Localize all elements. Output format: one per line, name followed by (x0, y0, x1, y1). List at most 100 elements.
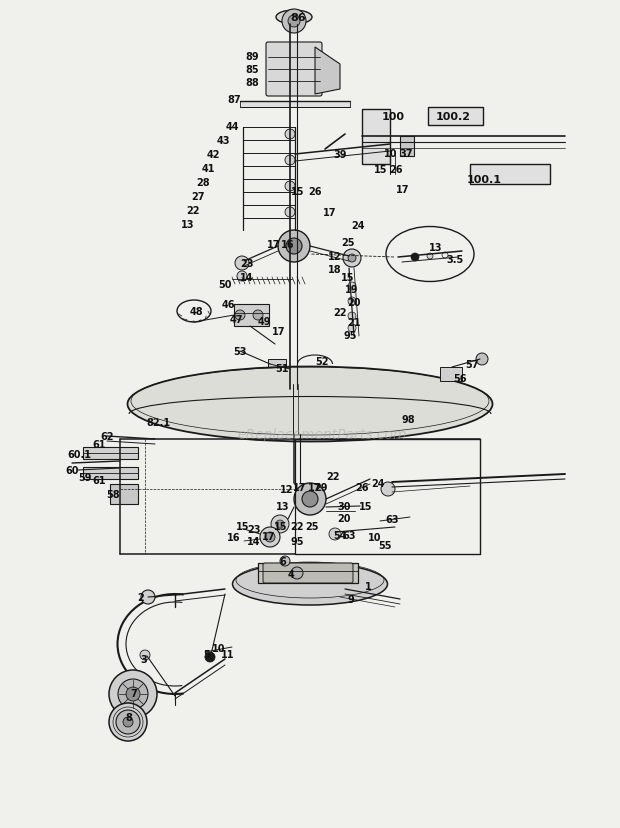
Circle shape (116, 710, 140, 734)
Text: 17: 17 (262, 532, 276, 542)
Text: 29: 29 (314, 483, 328, 493)
Circle shape (294, 484, 326, 515)
Text: 59: 59 (78, 473, 92, 483)
Text: 10: 10 (368, 532, 382, 542)
Text: 44: 44 (225, 122, 239, 132)
Text: 10: 10 (384, 149, 398, 159)
Bar (268, 359, 286, 373)
Circle shape (285, 182, 295, 192)
Circle shape (141, 590, 155, 604)
Text: 63: 63 (342, 531, 356, 541)
Text: 14: 14 (247, 537, 261, 546)
Text: 4: 4 (288, 570, 294, 580)
Circle shape (235, 310, 245, 320)
Bar (400, 137, 414, 156)
Text: 5: 5 (203, 649, 210, 659)
Text: 95: 95 (343, 330, 356, 340)
Text: 52: 52 (315, 357, 329, 367)
Text: 11: 11 (221, 649, 235, 659)
Text: 7: 7 (131, 688, 138, 698)
Text: 13: 13 (277, 502, 290, 512)
Bar (110, 484, 138, 504)
Text: 22: 22 (334, 308, 347, 318)
Text: 23: 23 (247, 524, 261, 534)
Text: 61: 61 (92, 475, 106, 485)
Text: 17: 17 (308, 483, 322, 493)
Circle shape (286, 238, 302, 255)
Text: 100: 100 (381, 112, 404, 122)
Circle shape (285, 208, 295, 218)
Text: 63: 63 (385, 514, 399, 524)
Text: 12: 12 (328, 252, 342, 262)
Text: 86: 86 (290, 13, 306, 23)
Text: 10: 10 (212, 643, 226, 653)
Text: 88: 88 (245, 78, 259, 88)
Circle shape (276, 520, 284, 528)
Text: 25: 25 (341, 238, 355, 248)
Bar (234, 305, 269, 326)
Text: 9: 9 (348, 595, 355, 604)
Circle shape (271, 515, 289, 533)
Circle shape (140, 650, 150, 660)
Text: 19: 19 (345, 285, 359, 295)
Text: 89: 89 (245, 52, 259, 62)
Text: 26: 26 (355, 483, 369, 493)
Text: 17: 17 (323, 208, 337, 218)
Text: 43: 43 (216, 136, 230, 146)
Text: 6: 6 (280, 556, 286, 566)
Circle shape (109, 703, 147, 741)
Circle shape (348, 325, 356, 333)
Text: 17: 17 (396, 185, 410, 195)
Circle shape (126, 687, 140, 701)
Bar (362, 110, 390, 165)
Text: 15: 15 (274, 522, 288, 532)
Circle shape (348, 255, 356, 262)
Text: 12: 12 (280, 484, 294, 494)
Text: 16: 16 (228, 532, 241, 542)
Circle shape (118, 679, 148, 709)
Text: 20: 20 (337, 513, 351, 523)
Text: 8: 8 (126, 712, 133, 722)
Text: 50: 50 (218, 280, 232, 290)
Circle shape (205, 652, 215, 662)
Text: 14: 14 (241, 272, 254, 282)
Circle shape (348, 297, 356, 306)
Text: 57: 57 (465, 359, 479, 369)
Ellipse shape (128, 367, 492, 442)
Bar (440, 368, 462, 382)
Circle shape (260, 527, 280, 547)
Text: 15: 15 (374, 165, 388, 175)
Circle shape (285, 156, 295, 166)
Circle shape (235, 257, 249, 271)
Text: 24: 24 (371, 479, 385, 489)
Text: 60: 60 (65, 465, 79, 475)
Text: 23: 23 (241, 258, 254, 268)
Text: 3: 3 (141, 654, 148, 664)
Text: 98: 98 (401, 415, 415, 425)
Ellipse shape (232, 563, 388, 605)
FancyBboxPatch shape (266, 43, 322, 97)
Circle shape (381, 483, 395, 497)
Circle shape (288, 16, 300, 28)
Text: 17: 17 (293, 483, 307, 493)
Text: 49: 49 (257, 316, 271, 326)
Text: 13: 13 (181, 219, 195, 229)
Text: 55: 55 (378, 541, 392, 551)
Bar (258, 563, 358, 583)
Circle shape (280, 556, 290, 566)
Text: eReplacementParts.com: eReplacementParts.com (237, 428, 407, 441)
Text: 24: 24 (352, 221, 365, 231)
Ellipse shape (276, 11, 312, 25)
Text: 17: 17 (267, 240, 281, 250)
Text: 42: 42 (206, 150, 219, 160)
Text: 60.1: 60.1 (67, 450, 91, 460)
Text: 41: 41 (202, 164, 215, 174)
Text: 30: 30 (337, 502, 351, 512)
Circle shape (348, 282, 356, 291)
Circle shape (278, 231, 310, 262)
Text: 18: 18 (328, 265, 342, 275)
Text: 25: 25 (305, 522, 319, 532)
Text: 2: 2 (138, 592, 144, 602)
Circle shape (109, 670, 157, 718)
Text: 20: 20 (347, 297, 361, 308)
